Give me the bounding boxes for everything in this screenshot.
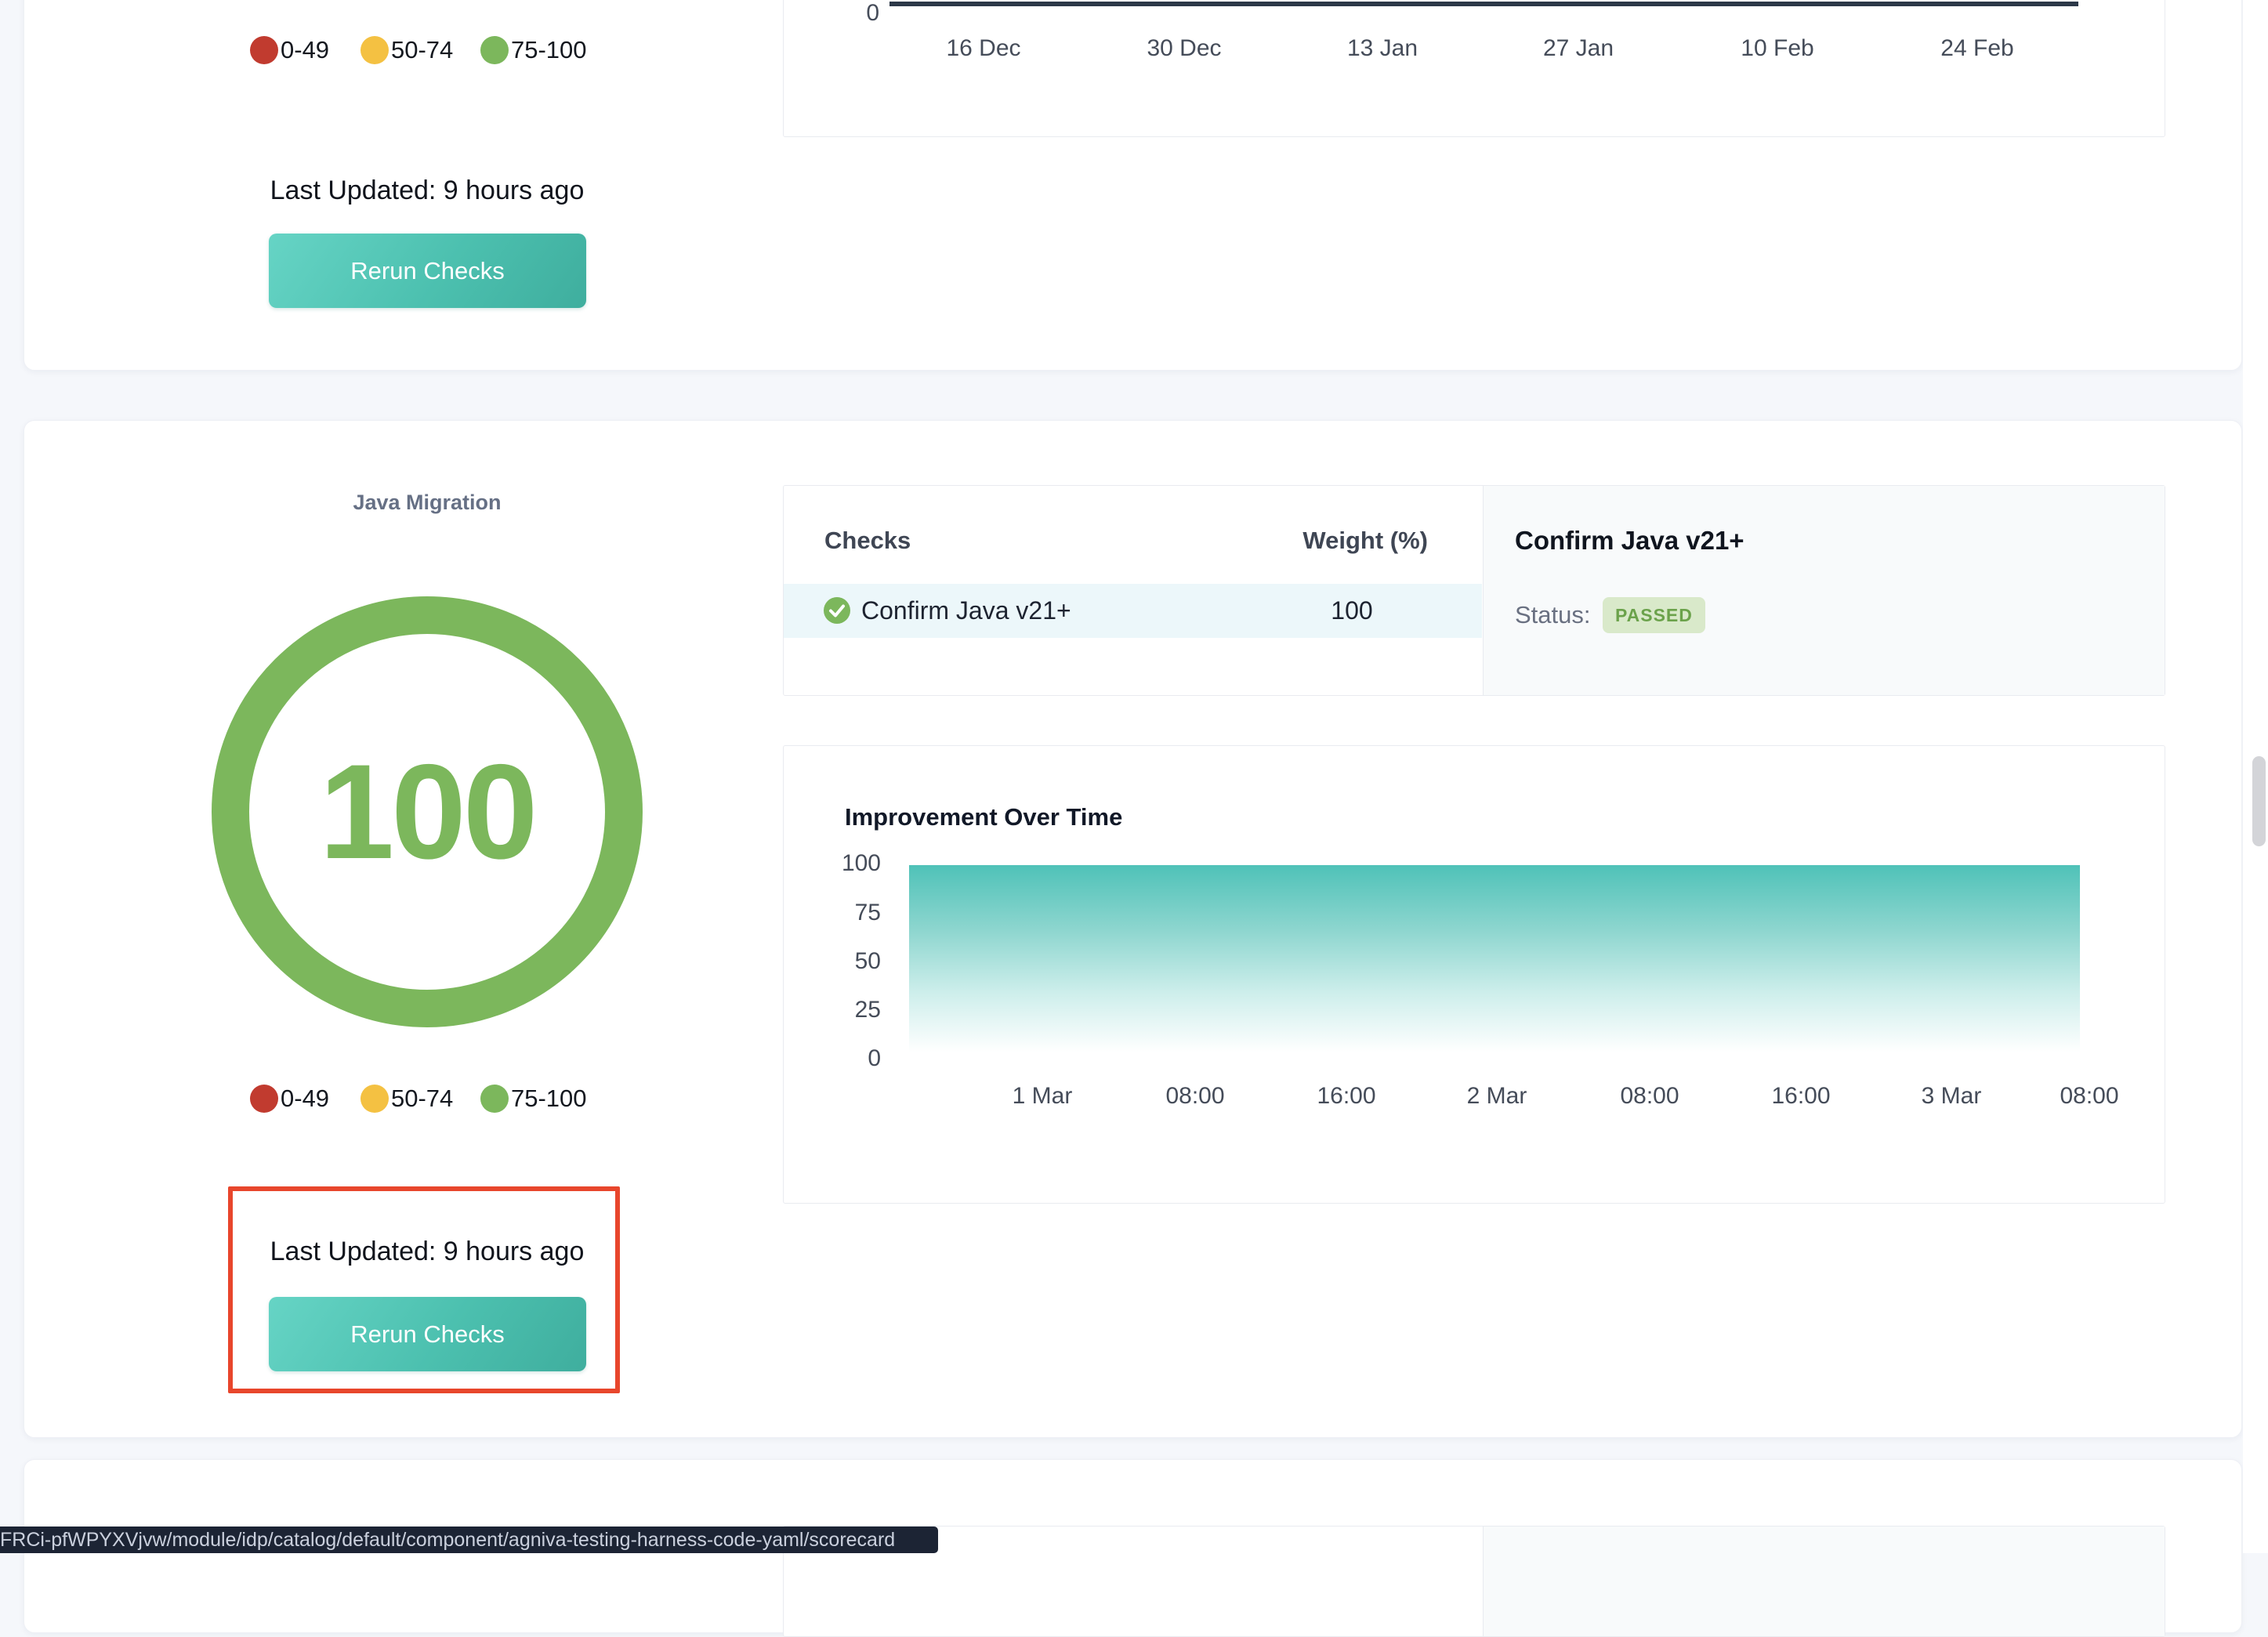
- legend-dot-green-icon: [480, 36, 509, 64]
- improvement-x-tick: 3 Mar: [1921, 1083, 1982, 1109]
- checks-panel: [783, 1526, 2165, 1637]
- check-detail-title: Confirm Java v21+: [1515, 526, 1744, 555]
- link-status-tooltip: FRCi-pfWPYXVjvw/module/idp/catalog/defau…: [0, 1527, 938, 1553]
- check-passed-icon: [824, 597, 850, 624]
- check-name: Confirm Java v21+: [861, 596, 1071, 625]
- legend-label: 0-49: [281, 36, 330, 63]
- improvement-x-tick: 08:00: [1165, 1083, 1225, 1109]
- improvement-x-tick: 16:00: [1317, 1083, 1376, 1109]
- legend-item-low: 0-49: [250, 36, 329, 64]
- last-updated-text: Last Updated: 9 hours ago: [270, 176, 585, 205]
- legend-label: 0-49: [281, 1085, 330, 1112]
- improvement-chart-title: Improvement Over Time: [845, 803, 1123, 831]
- improvement-x-tick: 08:00: [2060, 1083, 2119, 1109]
- checks-column-header: Checks: [824, 527, 911, 554]
- check-detail-panel: [1483, 1527, 2165, 1636]
- improvement-y-tick: 75: [854, 900, 881, 925]
- history-x-tick: 13 Jan: [1346, 35, 1418, 61]
- improvement-x-tick: 1 Mar: [1012, 1083, 1073, 1109]
- legend-dot-yellow-icon: [360, 1085, 389, 1113]
- improvement-y-tick: 100: [841, 850, 881, 876]
- history-x-tick: 16 Dec: [946, 35, 1021, 61]
- status-badge: PASSED: [1603, 597, 1705, 633]
- score-gauge-ring: 100: [212, 596, 643, 1027]
- legend-label: 75-100: [511, 36, 587, 63]
- improvement-y-tick: 25: [854, 997, 881, 1023]
- scorecard-title: Java Migration: [353, 491, 502, 514]
- score-history-chart-card: 0 16 Dec 30 Dec 13 Jan 27 Jan 10 Feb 24 …: [783, 0, 2165, 137]
- check-weight: 100: [1331, 596, 1373, 625]
- score-value: 100: [319, 737, 538, 887]
- rerun-checks-button[interactable]: Rerun Checks: [269, 234, 586, 308]
- improvement-x-tick: 08:00: [1620, 1083, 1679, 1109]
- history-x-tick: 27 Jan: [1542, 35, 1614, 61]
- history-x-tick: 10 Feb: [1741, 35, 1814, 61]
- check-row[interactable]: Confirm Java v21+ 100: [784, 584, 1482, 638]
- history-y-tick: 0: [866, 0, 879, 26]
- legend-item-mid: 50-74: [360, 1085, 453, 1113]
- weight-column-header: Weight (%): [1302, 527, 1428, 554]
- checks-panel: Checks Weight (%) Confirm Java v21+ 100 …: [783, 485, 2165, 696]
- legend-dot-yellow-icon: [360, 36, 389, 64]
- scrollbar-thumb[interactable]: [2252, 756, 2266, 846]
- history-x-tick: 30 Dec: [1147, 35, 1222, 61]
- scorecard-card-java-migration: Java Migration 100 0-49 50-74 75-100 Las…: [24, 420, 2242, 1438]
- improvement-area-series: [909, 865, 2080, 1058]
- legend-item-mid: 50-74: [360, 36, 453, 64]
- legend-label: 50-74: [391, 36, 454, 63]
- legend-dot-red-icon: [250, 1085, 278, 1113]
- legend-item-low: 0-49: [250, 1085, 329, 1113]
- annotation-highlight-box: [228, 1186, 620, 1393]
- legend-dot-green-icon: [480, 1085, 509, 1113]
- rerun-checks-button[interactable]: Rerun Checks: [269, 1297, 586, 1371]
- scrollbar-track[interactable]: [2243, 0, 2268, 1553]
- improvement-y-tick: 50: [854, 948, 881, 974]
- improvement-chart-card: Improvement Over Time 100 75 50 25 0 1 M…: [783, 745, 2165, 1204]
- history-x-tick: 24 Feb: [1940, 35, 2014, 61]
- history-chart-series-edge: [889, 2, 2078, 6]
- status-label: Status:: [1515, 601, 1591, 628]
- legend-label: 75-100: [511, 1085, 587, 1112]
- legend-dot-red-icon: [250, 36, 278, 64]
- last-updated-text: Last Updated: 9 hours ago: [270, 1237, 585, 1266]
- legend-item-high: 75-100: [480, 1085, 587, 1113]
- scorecard-card-top: 0 16 Dec 30 Dec 13 Jan 27 Jan 10 Feb 24 …: [24, 0, 2242, 371]
- improvement-y-tick: 0: [868, 1045, 881, 1071]
- legend-label: 50-74: [391, 1085, 454, 1112]
- improvement-x-tick: 2 Mar: [1466, 1083, 1527, 1109]
- improvement-x-tick: 16:00: [1771, 1083, 1831, 1109]
- check-detail-panel: Confirm Java v21+ Status: PASSED: [1483, 486, 2165, 695]
- legend-item-high: 75-100: [480, 36, 587, 64]
